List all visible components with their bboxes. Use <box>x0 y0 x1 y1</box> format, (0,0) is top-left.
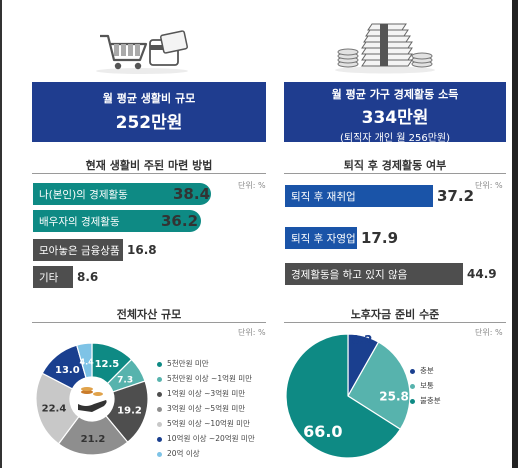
bar <box>285 263 463 285</box>
divider <box>284 173 506 174</box>
legend-label: 5천만원 이상 ~1억원 미만 <box>167 374 253 383</box>
total-assets-title: 전체자산 규모 <box>116 308 182 321</box>
legend-label: 보통 <box>420 381 434 390</box>
bar <box>285 227 357 249</box>
legend-label: 충분 <box>420 366 434 375</box>
left-border <box>0 0 2 468</box>
legend-label: 5억원 이상 ~10억원 미만 <box>167 419 250 428</box>
divider <box>284 322 506 323</box>
legend-label: 10억원 이상 ~20억원 미만 <box>167 434 255 443</box>
bar <box>285 185 433 207</box>
hand-coin-icon <box>72 379 112 419</box>
living-cost-source-title: 현재 생활비 주된 마련 방법 <box>85 159 213 172</box>
panel-caption: 월 평균 생활비 규모 <box>102 92 196 105</box>
bar-label: 배우자의 경제활동 <box>39 216 120 228</box>
bar <box>33 210 201 232</box>
shopping-cart-illustration <box>96 30 188 74</box>
bar-value: 38.4 <box>173 185 211 203</box>
money-stack-illustration <box>335 23 435 74</box>
divider <box>32 173 266 174</box>
legend-item: 5천만원 이상 ~1억원 미만 <box>157 373 252 384</box>
data-label: 7.3 <box>117 375 133 385</box>
bar-label: 경제활동을 하고 있지 않음 <box>291 269 408 281</box>
divider <box>32 322 266 323</box>
legend-label: 20억 이상 <box>167 449 200 458</box>
data-label: 8.2 <box>351 333 372 347</box>
donut-segment <box>75 342 93 379</box>
panel-amount: 252만원 <box>115 113 183 133</box>
right-border <box>512 0 518 468</box>
data-label: 21.2 <box>81 434 106 445</box>
bar-row: 기타 8.6 <box>33 266 263 288</box>
legend-item: 5억원 이상 ~10억원 미만 <box>157 418 250 429</box>
data-label: 25.8 <box>379 389 409 403</box>
bar-label: 기타 <box>39 272 59 284</box>
bar-value: 8.6 <box>77 270 99 284</box>
post-retirement-activity-title: 퇴직 후 경제활동 여부 <box>343 159 447 172</box>
legend-swatch <box>410 383 415 389</box>
legend-swatch <box>410 368 415 374</box>
legend-swatch <box>157 421 162 427</box>
monthly-living-cost-panel: 월 평균 생활비 규모 252만원 <box>32 82 266 142</box>
legend-swatch <box>157 376 162 382</box>
bar-row: 퇴직 후 자영업 17.9 <box>285 227 505 249</box>
bar-label: 모아놓은 금융상품 <box>39 245 120 257</box>
bar-label: 나(본인)의 경제활동 <box>39 189 128 201</box>
legend-label: 불충분 <box>420 396 441 405</box>
retirement-fund-donut-chart: 8.2 25.8 66.0 <box>285 333 411 459</box>
bar-row: 모아놓은 금융상품 16.8 <box>33 239 263 261</box>
legend-swatch <box>157 436 162 442</box>
data-label: 13.0 <box>55 365 80 376</box>
data-label: 22.4 <box>42 404 67 415</box>
legend-item: 충분 <box>410 365 434 376</box>
unit-label: 단위: % <box>238 328 266 337</box>
data-label: 12.5 <box>95 359 120 370</box>
legend-swatch <box>157 406 162 412</box>
bar-value: 17.9 <box>361 229 399 247</box>
donut-segment <box>285 333 402 459</box>
bar <box>33 183 211 205</box>
legend-swatch <box>157 361 162 367</box>
bar-value: 37.2 <box>437 187 475 205</box>
bar-row: 나(본인)의 경제활동 38.4 <box>33 183 263 205</box>
bar-value: 16.8 <box>127 243 157 257</box>
total-assets-donut-chart: 12.5 7.3 19.2 21.2 22.4 13.04.4 <box>35 342 149 456</box>
legend-item: 3억원 이상 ~5억원 미만 <box>157 403 245 414</box>
retirement-fund-title: 노후자금 준비 수준 <box>350 308 440 321</box>
legend-label: 3억원 이상 ~5억원 미만 <box>167 404 246 413</box>
legend-item: 20억 이상 <box>157 448 200 459</box>
legend-item: 보통 <box>410 380 434 391</box>
monthly-household-income-panel: 월 평균 가구 경제활동 소득 334만원 (퇴직자 개인 월 256만원) <box>284 82 506 144</box>
bar-label: 퇴직 후 자영업 <box>291 233 356 245</box>
data-label: 19.2 <box>117 406 142 417</box>
legend-swatch <box>410 398 415 404</box>
unit-label: 단위: % <box>238 181 266 190</box>
bar-row: 배우자의 경제활동 36.2 <box>33 210 263 232</box>
panel-amount: 334만원 <box>361 108 429 128</box>
donut-segment <box>35 372 80 445</box>
bar <box>33 266 73 288</box>
legend-label: 5천만원 미만 <box>167 359 209 368</box>
legend-swatch <box>157 391 162 397</box>
bar-value: 36.2 <box>161 212 199 230</box>
panel-caption: 월 평균 가구 경제활동 소득 <box>331 88 459 101</box>
data-label: 4.4 <box>80 357 95 366</box>
legend-label: 1억원 이상 ~3억원 미만 <box>167 389 246 398</box>
bar-label: 퇴직 후 재취업 <box>291 191 356 203</box>
unit-label: 단위: % <box>475 181 503 190</box>
data-label: 66.0 <box>303 422 342 441</box>
legend-swatch <box>157 451 162 457</box>
panel-subcaption: (퇴직자 개인 월 256만원) <box>339 133 451 144</box>
legend-item: 10억원 이상 ~20억원 미만 <box>157 433 255 444</box>
bar-row: 경제활동을 하고 있지 않음 44.9 <box>285 263 505 285</box>
bar-value: 44.9 <box>467 267 497 281</box>
bar <box>33 239 123 261</box>
legend-item: 불충분 <box>410 395 441 406</box>
legend-item: 5천만원 미만 <box>157 358 209 369</box>
bar-row: 퇴직 후 재취업 37.2 <box>285 185 505 207</box>
unit-label: 단위: % <box>475 328 503 337</box>
legend-item: 1억원 이상 ~3억원 미만 <box>157 388 245 399</box>
